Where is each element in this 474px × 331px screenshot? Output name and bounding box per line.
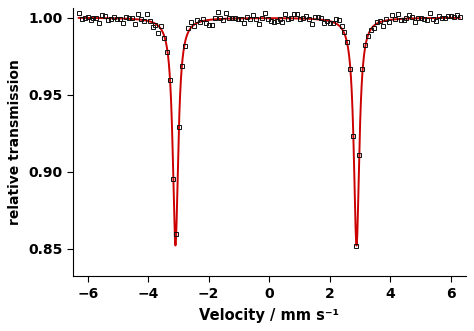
X-axis label: Velocity / mm s⁻¹: Velocity / mm s⁻¹ <box>199 308 339 323</box>
Y-axis label: relative transmission: relative transmission <box>9 59 22 225</box>
